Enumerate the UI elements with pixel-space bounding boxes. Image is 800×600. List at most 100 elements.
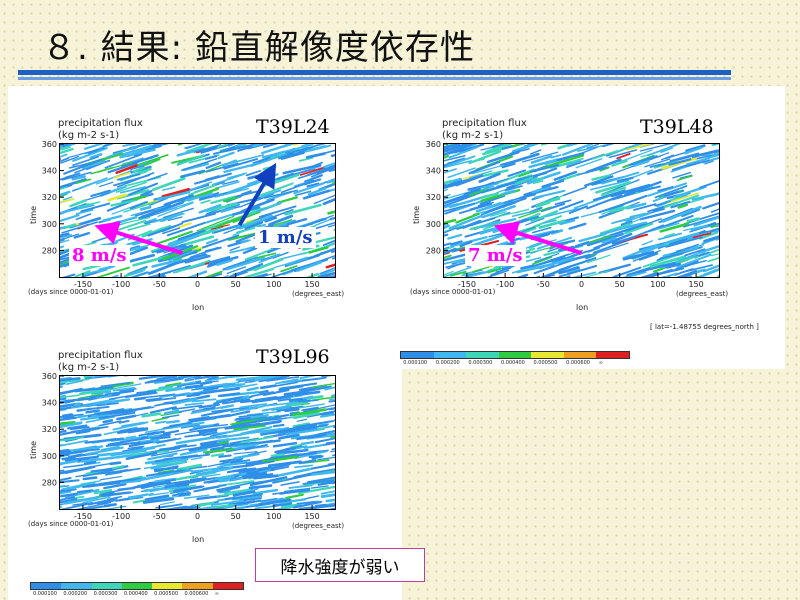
precip-streak xyxy=(647,182,688,197)
precip-streak xyxy=(519,215,539,224)
precip-streak xyxy=(622,243,659,260)
precip-streak xyxy=(219,457,244,463)
precip-streak xyxy=(305,272,320,277)
precip-streak xyxy=(550,154,562,159)
precip-streak xyxy=(195,466,233,477)
precip-streak xyxy=(62,480,102,490)
precip-streak xyxy=(60,466,90,475)
precip-streak xyxy=(118,429,139,434)
precip-streak xyxy=(230,502,249,508)
precip-streak xyxy=(233,424,266,431)
precip-streak xyxy=(75,209,94,215)
precip-streak xyxy=(130,212,142,217)
precip-streak xyxy=(100,445,120,452)
precip-streak xyxy=(299,166,326,176)
precip-streak xyxy=(119,148,156,159)
precip-streak xyxy=(161,214,178,222)
precip-streak xyxy=(84,192,111,202)
precip-streak xyxy=(249,376,280,383)
precip-streak xyxy=(258,439,273,444)
precip-streak xyxy=(501,162,516,169)
precip-streak xyxy=(480,180,519,194)
precip-streak xyxy=(444,182,456,187)
precip-streak xyxy=(163,409,180,415)
precip-streak xyxy=(244,248,273,261)
precip-streak xyxy=(660,147,674,154)
precip-streak xyxy=(147,259,184,275)
precip-streak xyxy=(665,262,681,269)
precip-streak xyxy=(189,246,219,259)
precip-streak xyxy=(625,144,654,151)
precip-streak xyxy=(693,152,719,161)
precip-streak xyxy=(129,493,149,500)
y-tick-label: 320 xyxy=(426,193,441,202)
precip-streak xyxy=(232,490,256,497)
precip-streak xyxy=(223,158,258,170)
precip-streak xyxy=(519,193,536,199)
x-tick-label: 50 xyxy=(615,280,625,289)
precip-streak xyxy=(205,238,219,245)
precip-streak xyxy=(184,378,195,382)
precip-streak xyxy=(60,376,72,380)
precip-streak xyxy=(319,413,335,418)
precip-streak xyxy=(500,189,516,196)
precip-streak xyxy=(217,433,244,439)
colorbar-swatch xyxy=(152,583,183,589)
precip-streak xyxy=(79,387,115,396)
precip-streak xyxy=(147,201,184,216)
precip-streak xyxy=(230,416,267,426)
precip-streak xyxy=(530,249,542,255)
precip-streak xyxy=(157,202,194,218)
precip-streak xyxy=(683,260,699,268)
precip-streak xyxy=(185,144,214,154)
precip-streak xyxy=(80,455,121,463)
precip-streak xyxy=(96,402,119,407)
precip-streak xyxy=(543,219,557,224)
y-tick-label: 340 xyxy=(426,167,441,176)
precip-streak xyxy=(60,394,67,398)
precip-streak xyxy=(657,214,694,230)
precip-streak xyxy=(312,468,335,474)
precip-streak xyxy=(317,424,335,431)
precip-streak xyxy=(227,144,236,147)
precip-streak xyxy=(216,493,236,497)
precip-streak xyxy=(83,460,97,466)
precip-streak xyxy=(491,144,511,149)
precip-streak xyxy=(60,234,73,239)
colorbar-swatch xyxy=(182,583,213,589)
precip-streak xyxy=(692,232,712,239)
precip-streak xyxy=(298,485,335,495)
precip-streak xyxy=(161,187,191,198)
precip-streak xyxy=(575,158,603,169)
precip-streak xyxy=(125,176,161,187)
precip-streak xyxy=(676,174,693,182)
precip-streak xyxy=(87,497,118,506)
x-tick-label: 150 xyxy=(304,512,319,521)
precip-streak xyxy=(207,458,243,467)
precip-streak xyxy=(223,162,259,174)
precip-streak xyxy=(325,425,335,429)
x-tick-label: -150 xyxy=(74,280,92,289)
precip-streak xyxy=(227,410,251,418)
precip-streak xyxy=(602,144,615,148)
precip-streak xyxy=(60,225,67,230)
precip-streak xyxy=(504,185,523,192)
precip-streak xyxy=(685,154,719,166)
colorbar-swatch xyxy=(466,352,499,358)
precip-streak xyxy=(587,254,611,264)
precip-streak xyxy=(91,376,104,379)
precip-streak xyxy=(313,218,332,227)
plot-units: (kg m-2 s-1) xyxy=(58,130,120,141)
precip-streak xyxy=(204,204,240,217)
precip-streak xyxy=(531,177,544,181)
precip-streak xyxy=(75,469,115,478)
precip-streak xyxy=(301,406,319,412)
precip-streak xyxy=(222,159,238,167)
precip-streak xyxy=(319,268,335,275)
precip-streak xyxy=(308,454,322,459)
precip-streak xyxy=(272,502,293,507)
precip-streak xyxy=(301,378,322,382)
precip-streak xyxy=(659,222,690,233)
precip-streak xyxy=(444,254,452,259)
precip-streak xyxy=(485,144,512,153)
